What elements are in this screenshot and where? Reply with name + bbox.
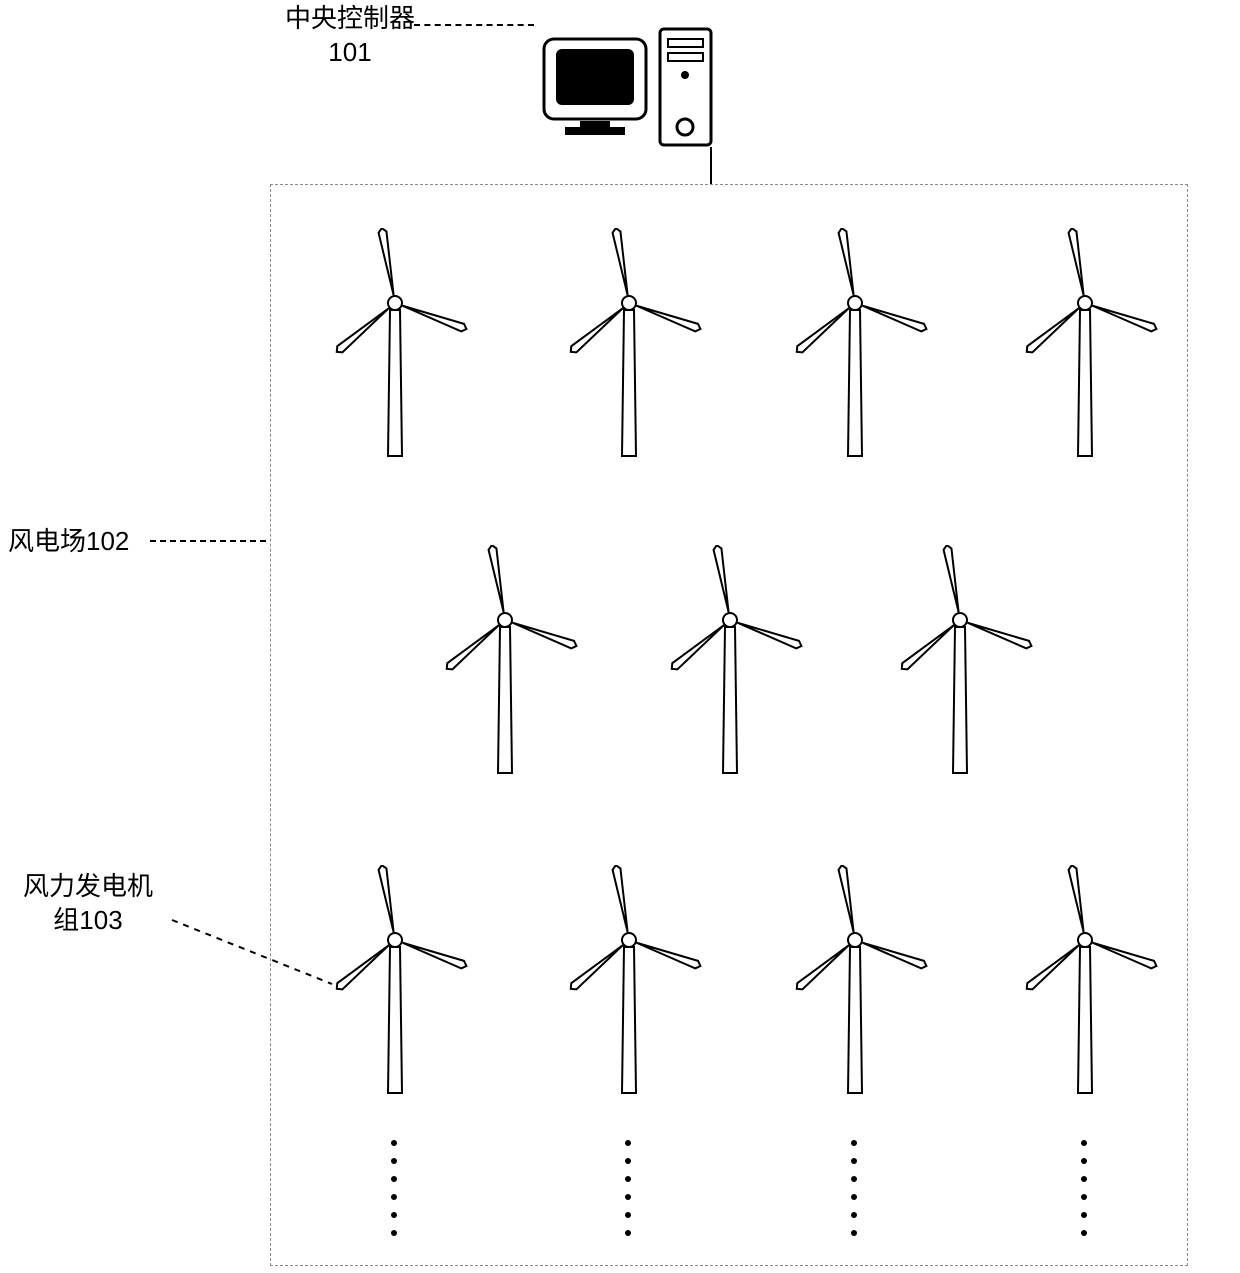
turbine-label: 风力发电机 组103 — [8, 870, 168, 938]
wind-turbine-icon — [420, 545, 590, 780]
turbine-label-line2: 组103 — [53, 905, 122, 935]
wind-turbine-icon — [310, 228, 480, 463]
computer-tower-icon — [658, 27, 713, 147]
wind-turbine-icon — [544, 228, 714, 463]
wind-turbine-icon — [1000, 865, 1170, 1100]
monitor-icon — [540, 35, 650, 140]
turbine-label-line1: 风力发电机 — [23, 871, 153, 901]
farm-label: 风电场102 — [8, 525, 129, 559]
controller-label: 中央控制器 101 — [270, 2, 430, 70]
wind-turbine-icon — [544, 865, 714, 1100]
farm-label-text: 风电场102 — [8, 526, 129, 556]
ellipsis-dots — [625, 1140, 631, 1236]
farm-leader-line — [150, 540, 266, 542]
wind-turbine-icon — [310, 865, 480, 1100]
controller-label-line1: 中央控制器 — [285, 3, 415, 33]
wind-turbine-icon — [770, 228, 940, 463]
ellipsis-dots — [391, 1140, 397, 1236]
wind-turbine-icon — [645, 545, 815, 780]
controller-connector — [710, 147, 712, 184]
controller-leader-line — [414, 24, 534, 26]
wind-turbine-icon — [770, 865, 940, 1100]
ellipsis-dots — [1081, 1140, 1087, 1236]
wind-turbine-icon — [875, 545, 1045, 780]
ellipsis-dots — [851, 1140, 857, 1236]
controller-label-line2: 101 — [328, 37, 371, 67]
wind-turbine-icon — [1000, 228, 1170, 463]
